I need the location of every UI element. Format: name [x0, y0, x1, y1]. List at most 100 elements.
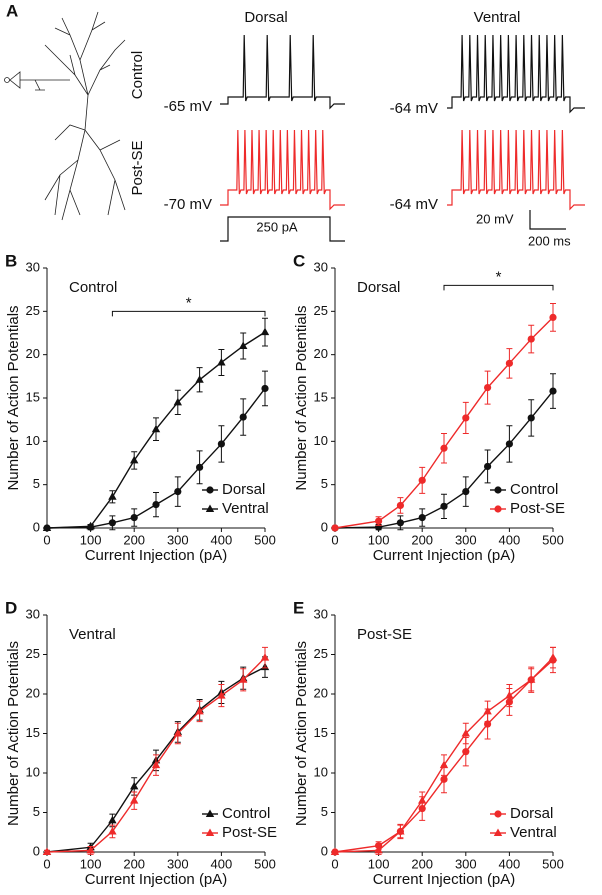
point — [174, 488, 182, 496]
point — [205, 504, 215, 512]
point — [494, 486, 502, 494]
y-tick-label: 0 — [33, 519, 40, 534]
y-tick-label: 15 — [314, 389, 328, 404]
point — [548, 653, 558, 661]
y-axis-label: Number of Action Potentials — [293, 305, 310, 490]
basal-dendrites — [44, 94, 126, 221]
point — [494, 505, 502, 513]
y-tick-label: 0 — [321, 519, 328, 534]
x-tick-label: 300 — [167, 856, 189, 871]
legend-label: Control — [222, 805, 270, 822]
legend-label: Post-SE — [222, 824, 277, 841]
y-tick-label: 25 — [314, 646, 328, 661]
legend-label: Post-SE — [510, 500, 565, 517]
y-tick-label: 10 — [314, 764, 328, 779]
point — [130, 455, 139, 464]
panel-label: C — [293, 251, 305, 270]
x-tick-label: 0 — [331, 532, 338, 547]
x-tick-label: 400 — [211, 856, 233, 871]
significance-bar — [111, 310, 266, 317]
x-tick-label: 100 — [80, 856, 102, 871]
x-tick-label: 500 — [254, 532, 276, 547]
potential-label: -70 mV — [164, 196, 212, 213]
series-line — [334, 657, 554, 853]
column-title: Ventral — [474, 9, 521, 26]
point — [484, 462, 492, 471]
point — [396, 519, 404, 527]
chart-title: Dorsal — [357, 279, 400, 296]
y-tick-label: 25 — [26, 303, 40, 318]
x-axis-label: Current Injection (pA) — [373, 871, 516, 888]
stimulus-label: 250 pA — [256, 219, 298, 234]
point — [440, 502, 448, 510]
x-tick-label: 300 — [167, 532, 189, 547]
series-line — [46, 388, 266, 529]
x-tick-label: 100 — [368, 856, 390, 871]
point — [462, 748, 470, 756]
neuron — [4, 11, 126, 221]
point — [152, 501, 160, 509]
point — [42, 847, 52, 855]
point — [375, 842, 383, 850]
x-axis-label: Current Injection (pA) — [85, 871, 228, 888]
y-tick-label: 20 — [314, 346, 328, 361]
panel-label: D — [5, 598, 17, 617]
electrode-tip — [4, 77, 10, 83]
point — [527, 335, 535, 343]
point — [330, 847, 340, 855]
series-line — [334, 316, 554, 529]
column-title: Dorsal — [244, 9, 287, 26]
legend-label: Ventral — [222, 500, 269, 517]
series-line — [334, 659, 554, 853]
point — [108, 826, 117, 835]
x-tick-label: 100 — [80, 532, 102, 547]
x-tick-label: 400 — [499, 532, 521, 547]
voltage-trace — [220, 129, 345, 211]
point — [217, 357, 226, 366]
point — [196, 463, 204, 471]
x-tick-label: 500 — [542, 856, 564, 871]
point — [484, 384, 492, 392]
point — [261, 384, 269, 393]
x-tick-label: 0 — [43, 856, 50, 871]
point — [374, 845, 383, 854]
chart-title: Post-SE — [357, 626, 412, 643]
electrode — [9, 71, 70, 91]
row-title: Control — [129, 51, 146, 99]
y-tick-label: 15 — [314, 725, 328, 740]
x-tick-label: 300 — [455, 856, 477, 871]
point — [42, 523, 52, 531]
y-tick-label: 30 — [26, 259, 40, 274]
point — [217, 691, 226, 699]
point — [206, 486, 214, 494]
voltage-trace — [447, 34, 585, 114]
point — [439, 760, 449, 769]
x-tick-label: 0 — [43, 532, 50, 547]
point — [239, 675, 248, 683]
x-tick-label: 300 — [455, 532, 477, 547]
x-tick-label: 200 — [411, 532, 433, 547]
y-tick-label: 0 — [33, 843, 40, 858]
point — [205, 828, 215, 836]
y-tick-label: 15 — [26, 725, 40, 740]
point — [205, 809, 215, 817]
point — [260, 653, 270, 661]
y-tick-label: 10 — [314, 433, 328, 448]
x-tick-label: 200 — [123, 532, 145, 547]
point — [375, 517, 383, 525]
y-tick-label: 0 — [321, 843, 328, 858]
x-tick-label: 400 — [499, 856, 521, 871]
point — [440, 444, 448, 452]
point — [462, 414, 470, 422]
point — [493, 828, 503, 836]
point — [195, 375, 204, 383]
y-tick-label: 5 — [33, 476, 40, 491]
point — [461, 729, 470, 737]
y-tick-label: 5 — [33, 804, 40, 819]
point — [86, 521, 95, 530]
point — [527, 675, 536, 683]
point — [331, 524, 339, 532]
voltage-trace — [220, 34, 345, 110]
x-tick-label: 200 — [411, 856, 433, 871]
